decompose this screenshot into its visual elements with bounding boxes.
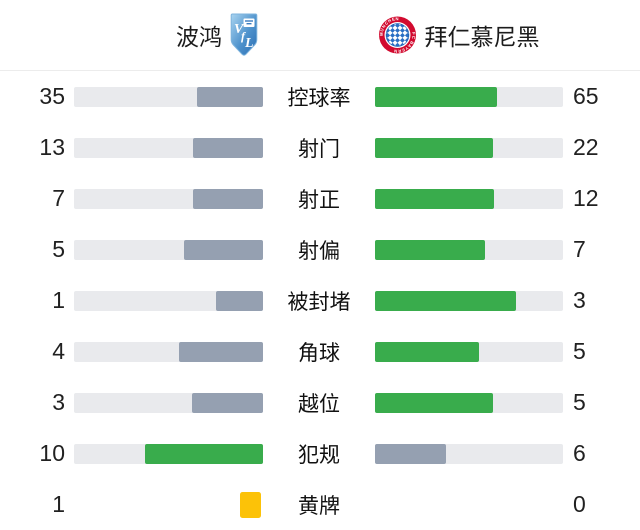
home-stat-bar-fill [193, 188, 263, 209]
away-stat-bar-fill [375, 392, 493, 413]
home-stat-value: 4 [52, 338, 65, 364]
home-stat-bar-fill [215, 290, 263, 311]
home-stat-value: 1 [52, 287, 65, 313]
home-stat-bar-fill [192, 137, 263, 158]
svg-text:V: V [234, 22, 245, 37]
away-stat-bar [375, 86, 563, 107]
away-stat-bar [375, 239, 563, 260]
home-stat-value: 13 [39, 134, 65, 160]
away-stat-value: 12 [573, 185, 599, 211]
away-stat-bar-fill [375, 137, 494, 158]
home-stat-bar [74, 341, 263, 362]
home-stat-value: 5 [52, 236, 65, 262]
home-stat-value: 7 [52, 185, 65, 211]
away-stat-bar [375, 392, 563, 413]
stat-row: 10 犯规 6 [0, 428, 640, 479]
away-stat-value: 3 [573, 287, 586, 313]
home-stat-bar-fill [179, 341, 263, 362]
away-stat-bar [375, 137, 563, 158]
home-stat-value: 3 [52, 389, 65, 415]
home-stat-bar [74, 491, 263, 518]
away-stat-bar [375, 443, 563, 464]
stat-row: 35 控球率 65 [0, 71, 640, 122]
away-team-name: 拜仁慕尼黑 [424, 24, 540, 50]
away-stat-value: 6 [573, 440, 586, 466]
home-team-name: 波鸿 [176, 24, 222, 50]
home-stat-bar-fill [144, 443, 263, 464]
stat-label: 控球率 [287, 86, 351, 110]
away-stat-value: 5 [573, 338, 586, 364]
stat-row: 3 越位 5 [0, 377, 640, 428]
svg-text:L: L [244, 36, 254, 51]
away-stat-bar-fill [375, 188, 494, 209]
home-stat-bar-fill [196, 86, 263, 107]
away-stat-bar-fill [375, 86, 498, 107]
away-stat-bar-fill [375, 239, 485, 260]
away-stat-bar-fill [375, 443, 446, 464]
stat-label: 射正 [298, 188, 340, 212]
away-stat-bar [375, 290, 563, 311]
stat-row: 4 角球 5 [0, 326, 640, 377]
home-stat-bar [74, 443, 263, 464]
stat-row: 13 射门 22 [0, 122, 640, 173]
stat-label: 黄牌 [298, 494, 340, 518]
away-stat-value: 0 [573, 491, 586, 517]
home-stat-bar [74, 239, 263, 260]
home-team: 波鸿 V f L [176, 0, 258, 70]
home-stat-bar-fill [192, 392, 263, 413]
away-stat-value: 5 [573, 389, 586, 415]
away-stat-value: 7 [573, 236, 586, 262]
home-stat-value: 35 [39, 83, 65, 109]
match-header: 波鸿 V f L [0, 0, 640, 71]
away-stat-value: 22 [573, 134, 599, 160]
home-stat-value: 10 [39, 440, 65, 466]
home-stat-bar [74, 137, 263, 158]
svg-text:f: f [241, 29, 246, 43]
away-stat-bar [375, 495, 563, 515]
away-stat-bar-fill [375, 341, 480, 362]
home-stat-bar-fill [240, 491, 261, 518]
away-team: FC BAYERN MÜNCHEN 拜仁慕尼黑 [379, 0, 540, 70]
home-stat-bar [74, 290, 263, 311]
away-stat-bar [375, 341, 563, 362]
stat-label: 犯规 [298, 443, 340, 467]
stat-label: 射偏 [298, 239, 340, 263]
stat-row: 1 黄牌 0 [0, 479, 640, 530]
away-stat-value: 65 [573, 83, 599, 109]
stat-label: 被封堵 [287, 290, 351, 314]
stats-list: 35 控球率 65 13 射门 22 7 射正 12 5 [0, 71, 640, 530]
home-stat-bar [74, 392, 263, 413]
away-stat-bar [375, 188, 563, 209]
stat-row: 7 射正 12 [0, 173, 640, 224]
home-stat-bar-fill [184, 239, 263, 260]
away-stat-bar-fill [375, 290, 516, 311]
fc-bayern-logo-icon: FC BAYERN MÜNCHEN [379, 16, 417, 54]
stat-label: 射门 [298, 137, 340, 161]
home-stat-value: 1 [52, 491, 65, 517]
stat-row: 1 被封堵 3 [0, 275, 640, 326]
stat-label: 角球 [298, 341, 340, 365]
home-stat-bar [74, 86, 263, 107]
home-stat-bar [74, 188, 263, 209]
stat-label: 越位 [298, 392, 340, 416]
vfl-bochum-logo-icon: V f L [230, 13, 258, 57]
stat-row: 5 射偏 7 [0, 224, 640, 275]
